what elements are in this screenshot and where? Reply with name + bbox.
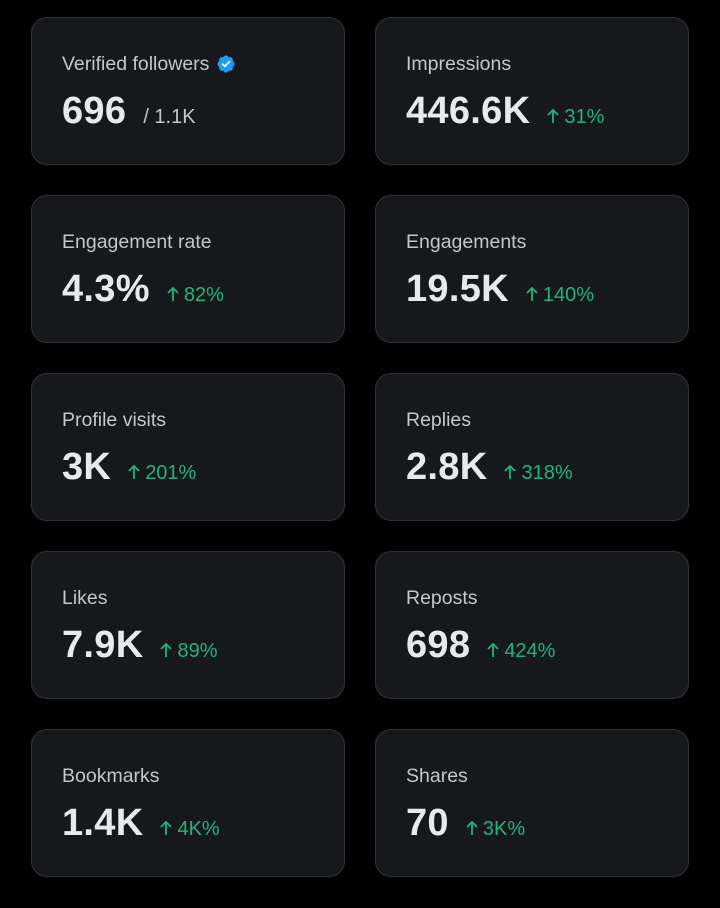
metric-total: / 1.1K — [143, 106, 196, 128]
metric-label-row: Likes — [62, 585, 314, 611]
metric-card-replies[interactable]: Replies 2.8K 318% — [375, 373, 689, 521]
metric-change: 82% — [166, 284, 224, 307]
metric-card-engagement-rate[interactable]: Engagement rate 4.3% 82% — [31, 195, 345, 343]
metric-change-value: 318% — [521, 462, 573, 484]
metric-change-value: 3K% — [482, 818, 526, 840]
metric-label-row: Replies — [406, 407, 658, 433]
arrow-up-icon — [503, 463, 517, 479]
metric-change: 318% — [503, 462, 573, 485]
arrow-up-icon — [159, 819, 173, 835]
metric-change-value: 82% — [183, 284, 224, 306]
analytics-overview-grid: Verified followers 696 / 1.1K Impression… — [31, 17, 689, 877]
metric-card-profile-visits[interactable]: Profile visits 3K 201% — [31, 373, 345, 521]
arrow-up-icon — [546, 107, 560, 123]
arrow-up-icon — [159, 641, 173, 657]
metric-label: Bookmarks — [62, 765, 160, 787]
metric-label: Reposts — [406, 587, 478, 609]
metric-value: 70 — [406, 802, 449, 844]
metric-card-bookmarks[interactable]: Bookmarks 1.4K 4K% — [31, 729, 345, 877]
metric-label-row: Engagements — [406, 229, 658, 255]
metric-value-row: 696 / 1.1K — [62, 87, 314, 135]
metric-change-value: 31% — [564, 106, 605, 128]
metric-label: Engagement rate — [62, 231, 212, 253]
metric-value: 446.6K — [406, 90, 531, 132]
metric-value: 1.4K — [62, 802, 144, 844]
metric-label: Likes — [62, 587, 108, 609]
metric-label: Shares — [406, 765, 468, 787]
metric-label-row: Profile visits — [62, 407, 314, 433]
metric-card-verified-followers[interactable]: Verified followers 696 / 1.1K — [31, 17, 345, 165]
metric-value-row: 698 424% — [406, 621, 658, 669]
verified-badge-icon — [216, 54, 236, 74]
metric-card-engagements[interactable]: Engagements 19.5K 140% — [375, 195, 689, 343]
metric-card-impressions[interactable]: Impressions 446.6K 31% — [375, 17, 689, 165]
metric-label-row: Verified followers — [62, 51, 314, 77]
metric-value-row: 3K 201% — [62, 443, 314, 491]
metric-value-row: 4.3% 82% — [62, 265, 314, 313]
arrow-up-icon — [465, 819, 479, 835]
metric-change-value: 89% — [177, 640, 218, 662]
metric-value: 3K — [62, 446, 112, 488]
metric-change: 31% — [546, 106, 604, 129]
metric-change: 201% — [127, 462, 196, 485]
metric-change: 4K% — [159, 818, 220, 841]
metric-change-value: 201% — [145, 462, 197, 484]
metric-label-row: Reposts — [406, 585, 658, 611]
metric-label-row: Bookmarks — [62, 763, 314, 789]
metric-value-row: 70 3K% — [406, 799, 658, 847]
metric-label-row: Impressions — [406, 51, 658, 77]
metric-value-row: 446.6K 31% — [406, 87, 658, 135]
metric-label: Impressions — [406, 53, 512, 75]
metric-value: 4.3% — [62, 268, 150, 310]
metric-value-row: 19.5K 140% — [406, 265, 658, 313]
metric-card-reposts[interactable]: Reposts 698 424% — [375, 551, 689, 699]
metric-value: 7.9K — [62, 624, 144, 666]
metric-value-row: 7.9K 89% — [62, 621, 314, 669]
metric-value: 698 — [406, 624, 471, 666]
arrow-up-icon — [166, 285, 180, 301]
metric-label-row: Engagement rate — [62, 229, 314, 255]
metric-change-value: 424% — [504, 640, 556, 662]
metric-change: 424% — [486, 640, 555, 663]
metric-change: 3K% — [465, 818, 525, 841]
metric-label: Engagements — [406, 231, 527, 253]
metric-value-row: 1.4K 4K% — [62, 799, 314, 847]
metric-value: 696 — [62, 90, 127, 132]
metric-label: Replies — [406, 409, 472, 431]
metric-value: 2.8K — [406, 446, 488, 488]
metric-label-row: Shares — [406, 763, 658, 789]
metric-value: 19.5K — [406, 268, 509, 310]
metric-change-value: 4K% — [177, 818, 220, 840]
metric-change: 140% — [525, 284, 594, 307]
metric-change: 89% — [159, 640, 218, 663]
arrow-up-icon — [525, 285, 539, 301]
metric-card-shares[interactable]: Shares 70 3K% — [375, 729, 689, 877]
metric-value-row: 2.8K 318% — [406, 443, 658, 491]
metric-card-likes[interactable]: Likes 7.9K 89% — [31, 551, 345, 699]
metric-label: Profile visits — [62, 409, 167, 431]
metric-change-value: 140% — [542, 284, 595, 306]
arrow-up-icon — [127, 463, 141, 479]
arrow-up-icon — [486, 641, 500, 657]
metric-label: Verified followers — [62, 53, 210, 75]
